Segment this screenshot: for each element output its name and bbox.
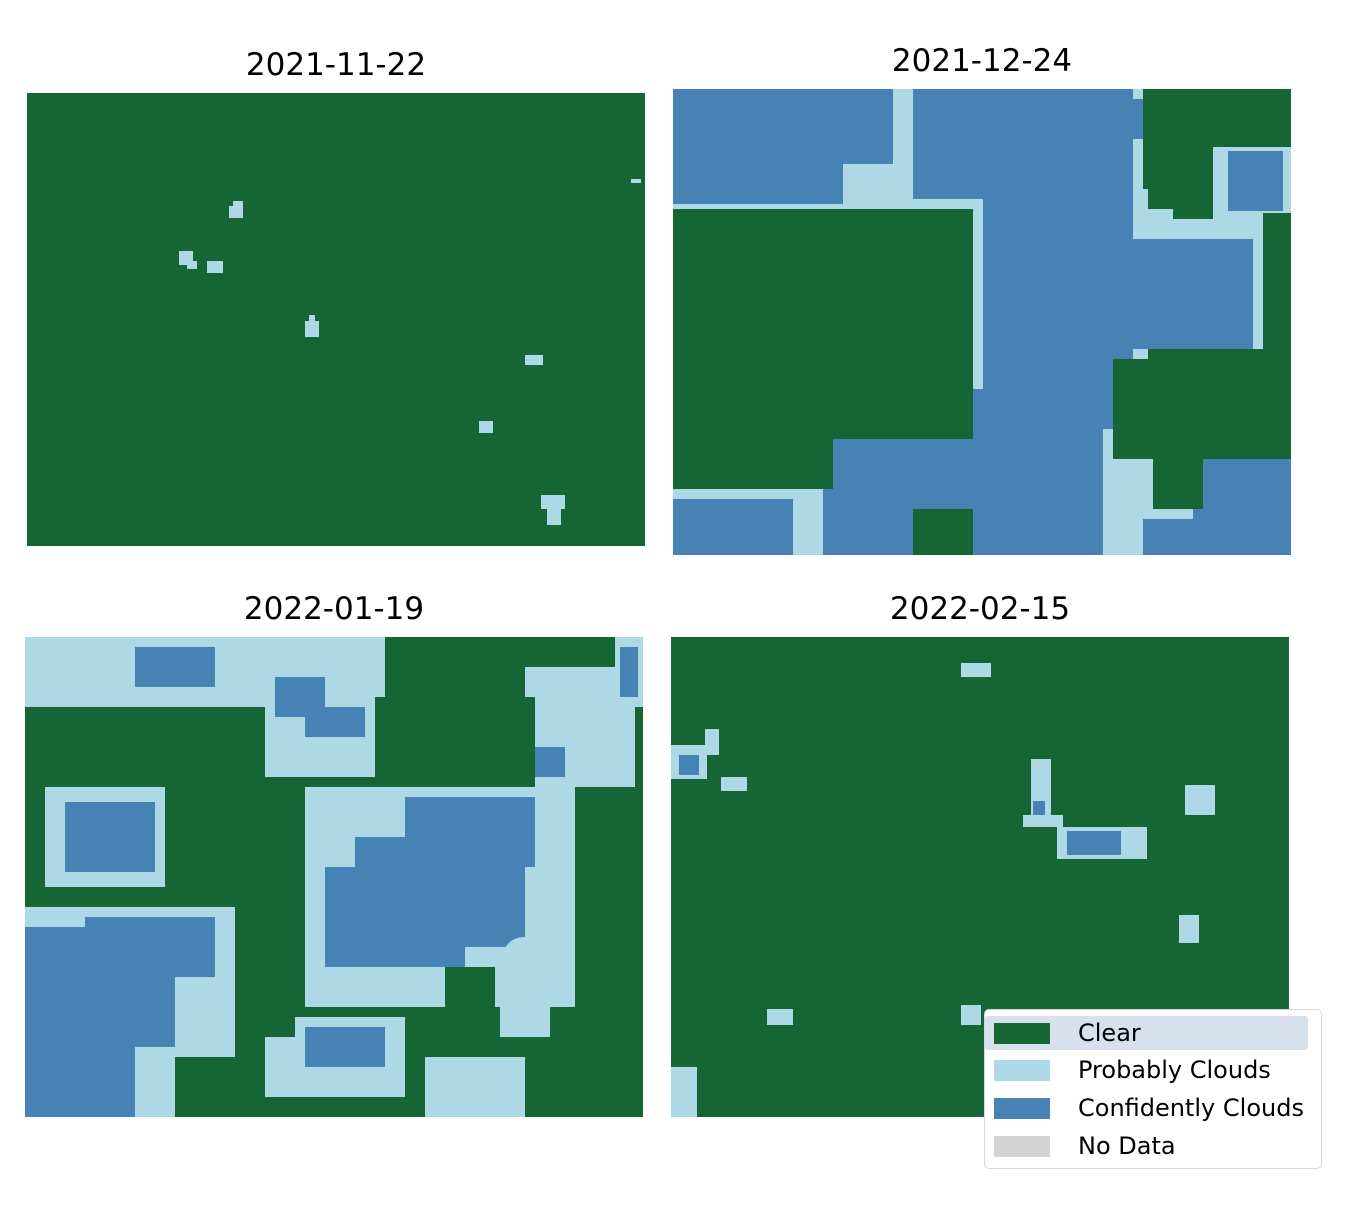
legend-swatch-probably-clouds [994,1059,1050,1081]
legend-item-probably-clouds: Probably Clouds [993,1053,1271,1087]
legend-label-probably-clouds: Probably Clouds [1078,1056,1271,1084]
clear-gaps [25,697,643,1117]
panel-title-4: 2022-02-15 [889,591,1071,627]
legend-swatch-clear [994,1022,1050,1044]
confidently-clouds-patches [25,647,638,1117]
confidently-clouds-patches [679,755,1121,855]
panel-title-1: 2021-11-22 [245,47,427,83]
cloud-mask-map-1 [27,93,645,546]
clear-background [27,93,645,546]
probably-clouds-patches [179,179,641,525]
legend-item-no-data: No Data [993,1129,1176,1163]
panel-title-3: 2022-01-19 [243,591,425,627]
legend: Clear Probably Clouds Confidently Clouds… [984,1009,1322,1169]
cloud-mask-map-2 [673,89,1291,555]
probably-clouds-patch [502,937,550,1032]
legend-label-confidently-clouds: Confidently Clouds [1078,1094,1304,1122]
legend-swatch-no-data [994,1135,1050,1157]
clear-gaps [673,89,1291,555]
legend-item-confidently-clouds: Confidently Clouds [993,1091,1304,1125]
legend-label-no-data: No Data [1078,1132,1176,1160]
panel-title-2: 2021-12-24 [891,43,1073,79]
legend-swatch-confidently-clouds [994,1097,1050,1119]
legend-label-clear: Clear [1078,1019,1141,1047]
legend-item-clear: Clear [985,1016,1308,1050]
cloud-mask-map-3 [25,637,643,1117]
